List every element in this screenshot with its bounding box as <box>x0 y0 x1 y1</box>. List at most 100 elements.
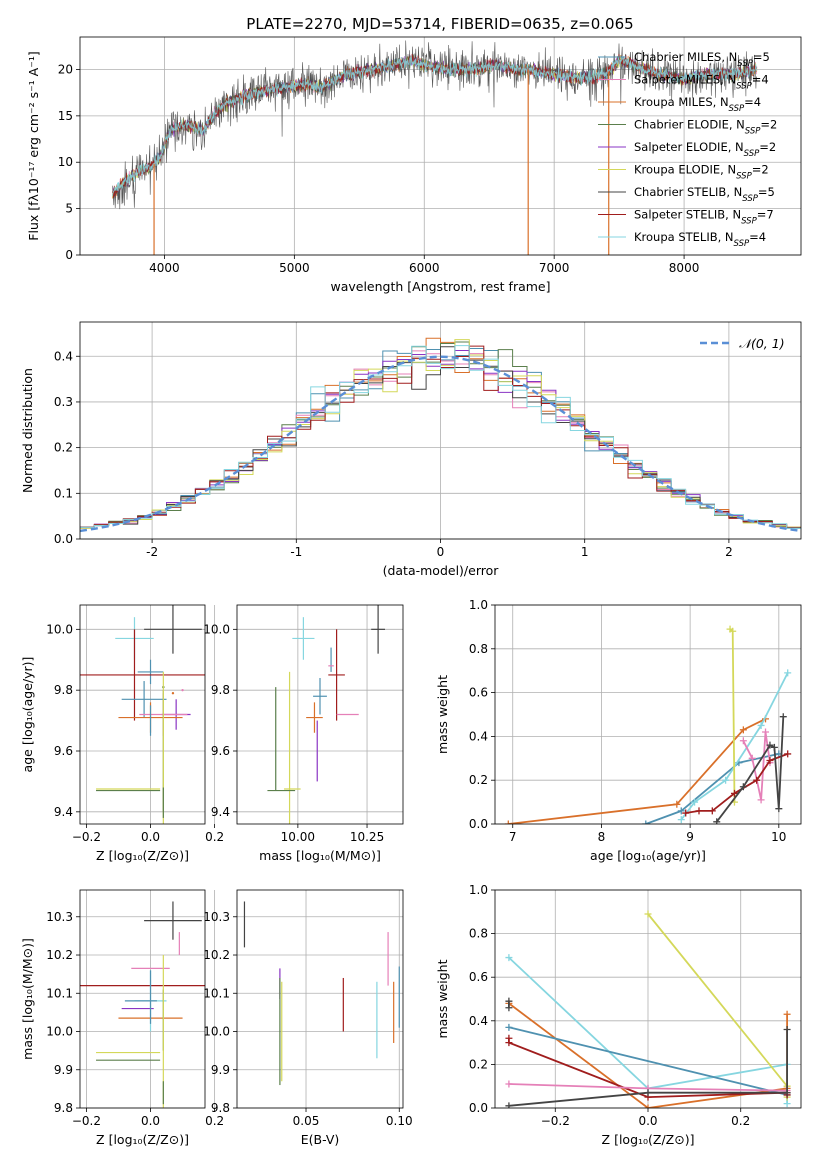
weight-line <box>508 1026 788 1096</box>
y-tick-label: 10.1 <box>203 986 230 1000</box>
x-tick-label: -2 <box>146 545 158 559</box>
weight-marker <box>783 1010 791 1018</box>
x-axis-label: mass [log₁₀(M/M⊙)] <box>259 848 381 863</box>
ticks: −0.2 0.0 0.2 0.0 0.2 0.4 0.6 0.8 1.0 <box>469 883 750 1128</box>
y-axis-label: Flux [fλ10⁻¹⁷ erg cm⁻² s⁻¹ A⁻¹] <box>26 51 41 240</box>
y-tick-label: 15 <box>58 109 73 123</box>
x-tick-label: 7 <box>509 830 517 844</box>
axes-frame <box>79 321 802 540</box>
y-tick-label: 0.0 <box>54 532 73 546</box>
ticks: −0.2 0.0 0.2 9.8 9.9 10.0 10.1 10.2 10.3 <box>46 910 224 1128</box>
weight-marker <box>748 754 756 762</box>
y-tick-label: 9.8 <box>54 683 73 697</box>
weight-marker <box>677 816 685 824</box>
y-tick-label: 9.8 <box>211 1101 230 1115</box>
x-axis-label: (data-model)/error <box>383 563 500 578</box>
panel-residuals: -2 -1 0 1 2 0.0 0.1 0.2 0.3 0.4 (data-model)/error… <box>20 321 802 578</box>
y-tick-label: 10.3 <box>203 910 230 924</box>
weight-marker <box>505 1102 513 1108</box>
y-tick-label: 0.0 <box>469 1101 488 1115</box>
x-tick-label: −0.2 <box>72 1114 101 1128</box>
weight-line <box>715 716 785 823</box>
panel-mass-vs-Z: −0.2 0.0 0.2 9.8 9.9 10.0 10.1 10.2 10.3 Z [log₁₀… <box>20 889 224 1147</box>
x-tick-label: 0.2 <box>731 1114 750 1128</box>
x-tick-label: −0.2 <box>541 1114 570 1128</box>
y-tick-label: 10.1 <box>46 986 73 1000</box>
grid <box>495 604 801 825</box>
weight-marker <box>784 669 792 677</box>
spectrum-line <box>112 55 758 197</box>
figure-title: PLATE=2270, MJD=53714, FIBERID=0635, z=0… <box>246 15 633 33</box>
legend-entry: Chabrier ELODIE, NSSP=2 <box>634 118 777 137</box>
x-tick-label: -1 <box>290 545 302 559</box>
x-tick-label: 1 <box>581 545 589 559</box>
weight-marker <box>644 910 652 918</box>
histogram-step <box>80 345 801 529</box>
weight-marker <box>783 1089 791 1097</box>
weight-marker <box>722 776 730 784</box>
weight-marker <box>505 954 513 962</box>
y-tick-label: 0.0 <box>469 817 488 831</box>
weight-marker <box>766 741 774 749</box>
plot-area <box>505 910 791 1108</box>
y-tick-label: 0.6 <box>469 686 488 700</box>
y-tick-label: 0.8 <box>469 642 488 656</box>
y-axis-label: mass weight <box>435 959 450 1038</box>
plot-area <box>80 605 205 824</box>
x-tick-label: −0.2 <box>72 830 101 844</box>
weight-marker <box>783 1026 791 1034</box>
y-tick-label: 0.6 <box>469 970 488 984</box>
y-tick-label: 0.3 <box>54 395 73 409</box>
grid <box>237 890 403 1109</box>
axes-frame <box>494 889 802 1109</box>
weight-marker <box>770 743 778 751</box>
y-axis-label: Normed distribution <box>20 368 35 493</box>
y-axis-label: mass weight <box>435 675 450 754</box>
x-tick-label: 0.2 <box>205 830 224 844</box>
panel-weight-vs-Z: −0.2 0.0 0.2 0.0 0.2 0.4 0.6 0.8 1.0 Z [log₁₀(Z/Z… <box>435 883 802 1147</box>
legend-entry: Chabrier MILES, NSSP=5 <box>634 50 770 69</box>
x-tick-label: 10.25 <box>350 830 384 844</box>
weight-marker <box>504 820 512 824</box>
y-tick-label: 0.8 <box>469 927 488 941</box>
x-tick-label: 2 <box>725 545 733 559</box>
x-tick-label: 4000 <box>149 261 180 275</box>
y-tick-label: 0.2 <box>469 1057 488 1071</box>
ticks: 0.05 0.10 9.8 9.9 10.0 10.1 10.2 10.3 <box>203 910 412 1128</box>
y-tick-label: 10.2 <box>203 948 230 962</box>
y-tick-label: 0.4 <box>469 729 488 743</box>
legend-entry: 𝒩(0, 1) <box>739 336 785 351</box>
weight-marker <box>762 728 770 736</box>
plot-area <box>80 337 801 533</box>
weight-marker <box>505 1004 513 1012</box>
weight-marker <box>739 737 747 745</box>
weight-marker <box>644 1104 652 1108</box>
weight-marker <box>757 796 765 804</box>
weight-line <box>645 753 779 824</box>
grid <box>80 890 216 1109</box>
x-axis-label: Z [log₁₀(Z/Z⊙)] <box>96 1132 189 1147</box>
plot-area <box>243 901 400 1086</box>
weight-line <box>508 1029 788 1107</box>
weight-marker <box>713 818 721 824</box>
weight-line <box>647 913 788 1098</box>
x-tick-label: 0.0 <box>638 1114 657 1128</box>
data-point <box>171 692 175 695</box>
weight-marker <box>775 805 783 813</box>
weight-marker <box>505 997 513 1005</box>
y-tick-label: 9.4 <box>54 805 73 819</box>
y-tick-label: 10.3 <box>46 910 73 924</box>
y-tick-label: 10.0 <box>46 622 73 636</box>
x-axis-label: wavelength [Angstrom, rest frame] <box>330 279 550 294</box>
y-tick-label: 0.4 <box>469 1014 488 1028</box>
weight-marker <box>682 809 690 817</box>
weight-marker <box>691 798 699 806</box>
weight-marker <box>642 820 650 824</box>
y-tick-label: 10.0 <box>46 1025 73 1039</box>
y-tick-label: 0.4 <box>54 349 73 363</box>
ticks: 7 8 9 10 0.0 0.2 0.4 0.6 0.8 1.0 <box>469 598 787 844</box>
x-tick-label: 0.2 <box>205 1114 224 1128</box>
x-tick-label: 0.05 <box>293 1114 320 1128</box>
weight-line <box>729 628 736 803</box>
